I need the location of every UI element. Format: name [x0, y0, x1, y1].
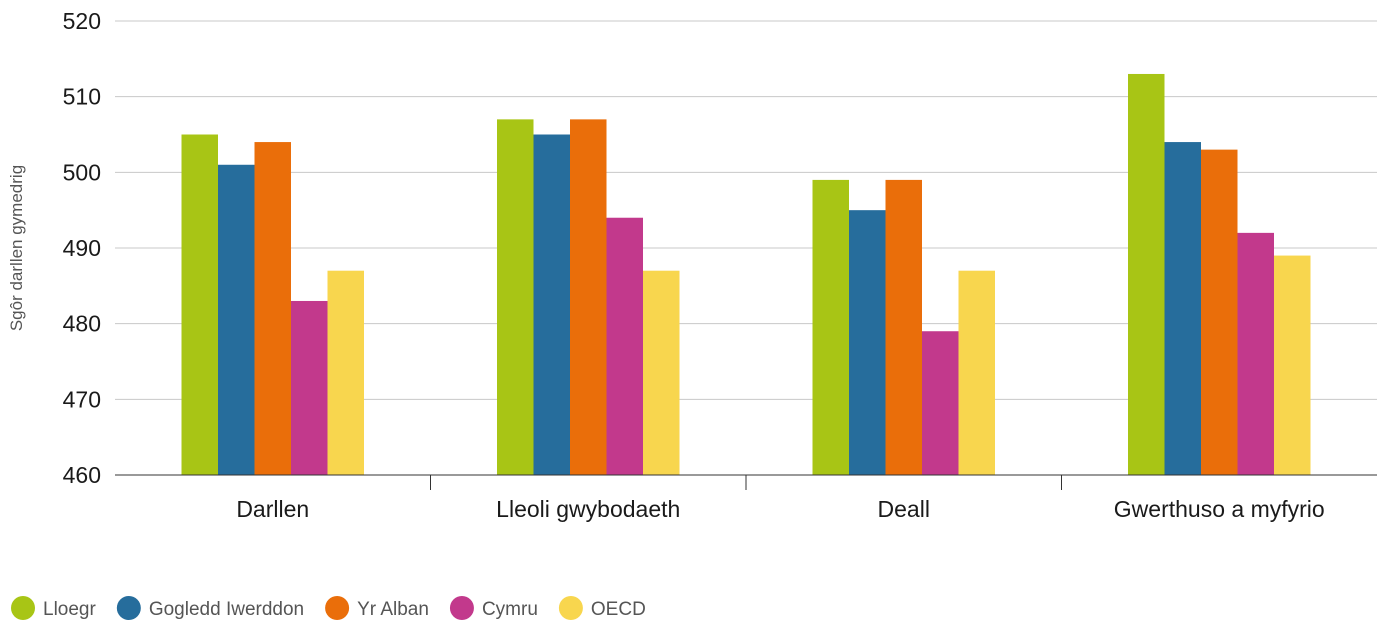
- legend-item: Cymru: [449, 596, 538, 620]
- bar-yr-alban-darllen: [254, 142, 291, 476]
- bar-cymru-deall: [922, 331, 959, 475]
- bars: [181, 73, 1311, 476]
- y-tick-label: 470: [63, 386, 101, 412]
- y-tick-label: 510: [63, 84, 101, 110]
- legend-swatch: [11, 596, 35, 620]
- legend-item: Lloegr: [11, 596, 96, 620]
- bar-yr-alban-gwerthuso-a-myfyrio: [1201, 149, 1238, 475]
- bar-yr-alban-deall: [885, 179, 922, 475]
- legend-label: Gogledd Iwerddon: [149, 599, 304, 620]
- bar-gogledd-iwerddon-gwerthuso-a-myfyrio: [1164, 142, 1201, 476]
- category-label: Lleoli gwybodaeth: [496, 496, 680, 522]
- bar-lloegr-gwerthuso-a-myfyrio: [1128, 73, 1165, 475]
- bar-oecd-deall: [958, 270, 995, 475]
- bar-lloegr-deall: [812, 179, 849, 475]
- legend-swatch: [116, 596, 141, 620]
- bar-yr-alban-lleoli-gwybodaeth: [570, 119, 607, 475]
- y-tick-label: 480: [63, 311, 101, 337]
- legend-item: OECD: [558, 596, 646, 620]
- x-axis: [115, 474, 1377, 490]
- category-label: Darllen: [236, 496, 309, 522]
- y-tick-label: 500: [63, 159, 101, 185]
- legend-label: Yr Alban: [357, 599, 429, 620]
- bar-oecd-gwerthuso-a-myfyrio: [1274, 255, 1311, 475]
- bar-lloegr-lleoli-gwybodaeth: [497, 119, 534, 475]
- bar-oecd-darllen: [327, 270, 364, 475]
- legend-label: Cymru: [482, 599, 538, 620]
- bar-gogledd-iwerddon-deall: [849, 210, 886, 475]
- legend: Lloegr Gogledd Iwerddon Yr Alban Cymru OECD: [11, 596, 646, 620]
- y-tick-label: 490: [63, 235, 101, 261]
- category-label: Gwerthuso a myfyrio: [1114, 496, 1325, 522]
- y-axis-ticks: 460 470 480 490 500 510 520: [63, 8, 101, 488]
- bar-cymru-gwerthuso-a-myfyrio: [1237, 232, 1274, 475]
- legend-label: OECD: [591, 599, 646, 620]
- y-tick-label: 520: [63, 8, 101, 34]
- legend-label: Lloegr: [43, 599, 96, 620]
- legend-swatch: [449, 596, 474, 620]
- legend-swatch: [558, 596, 583, 620]
- bar-oecd-lleoli-gwybodaeth: [643, 270, 680, 475]
- bar-gogledd-iwerddon-darllen: [218, 164, 255, 475]
- bar-gogledd-iwerddon-lleoli-gwybodaeth: [533, 134, 570, 475]
- y-axis-title: Sgôr darllen gymedrig: [7, 165, 26, 331]
- category-labels: Darllen Lleoli gwybodaeth Deall Gwerthuso a…: [236, 496, 1324, 522]
- legend-item: Yr Alban: [325, 596, 429, 620]
- bar-lloegr-darllen: [181, 134, 218, 475]
- category-label: Deall: [878, 496, 930, 522]
- bar-cymru-darllen: [291, 300, 328, 475]
- legend-item: Gogledd Iwerddon: [116, 596, 304, 620]
- y-tick-label: 460: [63, 462, 101, 488]
- bar-cymru-lleoli-gwybodaeth: [606, 217, 643, 475]
- legend-swatch: [325, 596, 350, 620]
